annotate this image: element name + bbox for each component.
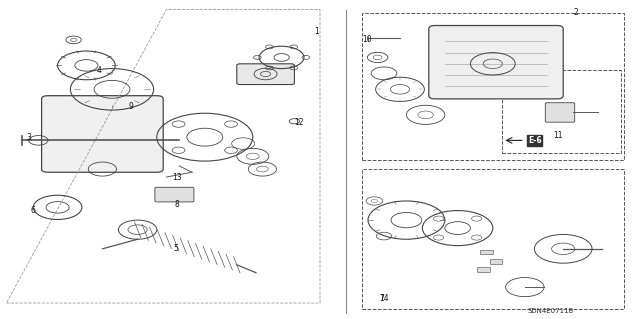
Text: 4: 4 bbox=[97, 66, 102, 75]
FancyBboxPatch shape bbox=[155, 187, 194, 202]
Text: 9: 9 bbox=[129, 102, 134, 111]
Text: 5: 5 bbox=[173, 244, 179, 253]
Text: 2: 2 bbox=[573, 8, 579, 17]
FancyBboxPatch shape bbox=[429, 26, 563, 99]
Bar bbox=[362, 169, 624, 309]
Text: 7: 7 bbox=[380, 294, 385, 303]
Bar bbox=[133, 106, 148, 111]
Text: 11: 11 bbox=[554, 131, 563, 140]
Bar bbox=[480, 250, 493, 254]
Text: 1: 1 bbox=[314, 27, 319, 36]
Text: 10: 10 bbox=[362, 35, 372, 44]
Text: SDN4E0711B: SDN4E0711B bbox=[527, 308, 573, 314]
Text: 12: 12 bbox=[294, 118, 303, 127]
Bar bbox=[362, 13, 624, 160]
Text: 14: 14 bbox=[379, 294, 389, 303]
Bar bbox=[120, 144, 136, 149]
Text: 13: 13 bbox=[172, 173, 182, 182]
FancyBboxPatch shape bbox=[42, 96, 163, 172]
Bar bbox=[490, 259, 502, 264]
FancyBboxPatch shape bbox=[237, 64, 294, 85]
Bar bbox=[477, 267, 490, 272]
Bar bbox=[127, 131, 142, 137]
Bar bbox=[143, 119, 158, 124]
Text: 3: 3 bbox=[26, 133, 31, 142]
Text: 8: 8 bbox=[175, 200, 180, 209]
Bar bbox=[502, 70, 621, 153]
FancyBboxPatch shape bbox=[545, 103, 575, 122]
Text: E-6: E-6 bbox=[528, 136, 541, 145]
Text: 6: 6 bbox=[31, 206, 36, 215]
